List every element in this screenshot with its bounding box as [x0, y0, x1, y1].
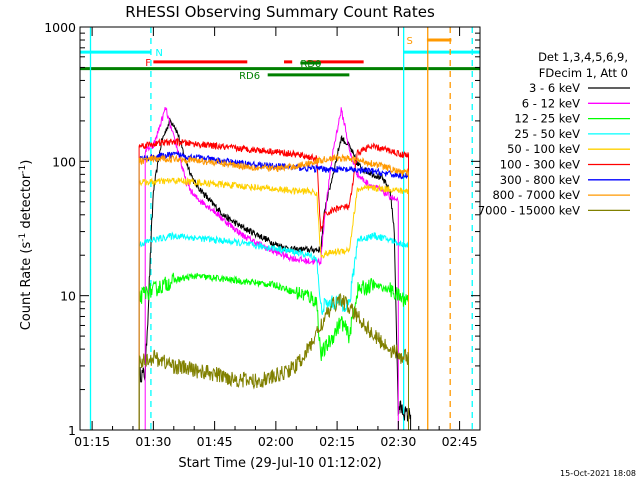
flag-label-6: RD0	[300, 59, 321, 70]
y-tick-label-1: 10	[60, 289, 76, 304]
x-axis-label: Start Time (29-Jul-10 01:12:02)	[178, 456, 381, 471]
flag-label-7: RD6	[239, 71, 260, 82]
x-axis: 01:15 01:30 01:45 02:00 02:15 02:30 02:45	[74, 27, 478, 449]
series-lines	[138, 107, 412, 430]
flag-label-2: F	[145, 58, 151, 69]
legend-header-line-1: Det 1,3,4,5,6,9,	[538, 50, 628, 64]
legend-label-6: 300 - 800 keV	[500, 173, 580, 187]
legend: Det 1,3,4,5,6,9, FDecim 1, Att 0 3 - 6 k…	[478, 50, 630, 217]
footer-timestamp: 15-Oct-2021 18:08	[560, 469, 636, 478]
legend-label-7: 800 - 7000 keV	[492, 188, 580, 202]
x-tick-label-2: 01:45	[197, 434, 233, 449]
y-axis: 1 10 100 1000	[44, 20, 480, 438]
x-tick-label-1: 01:30	[135, 434, 171, 449]
x-tick-label-6: 02:45	[442, 434, 478, 449]
x-tick-label-5: 02:30	[380, 434, 416, 449]
plot-frame	[79, 26, 481, 431]
y-axis-label: Count Rate (s-1 detector-1)	[18, 160, 34, 331]
flag-label-8: S	[407, 36, 413, 47]
y-tick-label-3: 1000	[44, 20, 76, 35]
x-tick-label-4: 02:15	[319, 434, 355, 449]
legend-label-4: 50 - 100 keV	[507, 142, 580, 156]
series-line-6	[138, 150, 409, 430]
flag-label-0: N	[155, 48, 162, 59]
legend-label-2: 12 - 25 keV	[514, 112, 580, 126]
series-line-8	[138, 292, 409, 430]
series-line-2	[138, 272, 409, 430]
flag-bars: NF RD0 RD6 S	[80, 36, 480, 82]
y-tick-label-0: 1	[68, 423, 76, 438]
series-line-3	[138, 231, 409, 430]
y-tick-label-2: 100	[52, 154, 76, 169]
legend-label-1: 6 - 12 keV	[522, 96, 580, 110]
series-line-4	[138, 176, 409, 430]
x-tick-label-0: 01:15	[74, 434, 110, 449]
legend-label-5: 100 - 300 keV	[500, 158, 580, 172]
series-line-5	[138, 137, 409, 430]
x-tick-label-3: 02:00	[258, 434, 294, 449]
chart-title: RHESSI Observing Summary Count Rates	[125, 3, 435, 21]
legend-label-3: 25 - 50 keV	[514, 127, 580, 141]
legend-header-line-2: FDecim 1, Att 0	[539, 66, 628, 80]
series-line-7	[138, 153, 409, 430]
legend-label-0: 3 - 6 keV	[529, 81, 580, 95]
legend-label-8: 7000 - 15000 keV	[478, 203, 580, 217]
